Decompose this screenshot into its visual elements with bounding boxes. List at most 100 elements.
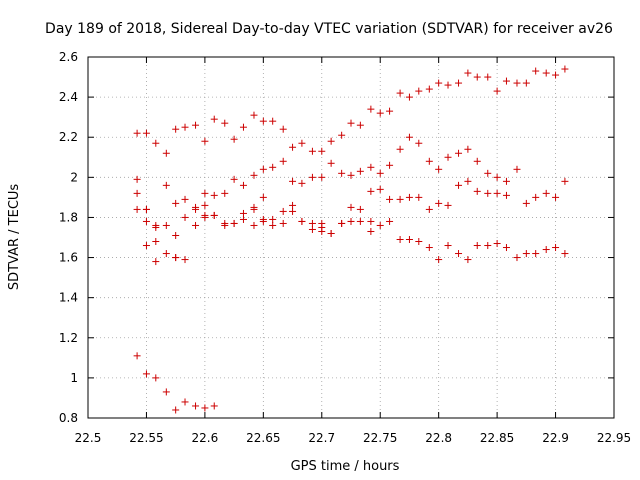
data-point-plus: [405, 93, 413, 101]
x-axis-label: GPS time / hours: [291, 459, 400, 474]
data-point-plus: [376, 169, 384, 177]
data-point-plus: [396, 236, 404, 244]
data-point-plus: [493, 173, 501, 181]
data-point-plus: [201, 404, 209, 412]
data-point-plus: [386, 217, 394, 225]
data-point-plus: [347, 203, 355, 211]
data-point-plus: [356, 205, 364, 213]
data-point-plus: [133, 189, 141, 197]
x-axis-tick-labels: 22.5 22.55 22.6 22.65 22.7 22.75 22.8 22.85 22.9…: [75, 431, 632, 445]
data-point-plus: [386, 161, 394, 169]
data-point-plus: [513, 79, 521, 87]
x-tick-label: 22.6: [192, 431, 219, 445]
y-tick-label: 2.6: [59, 50, 78, 64]
data-points: [133, 65, 569, 414]
data-point-plus: [484, 189, 492, 197]
data-point-plus: [279, 125, 287, 133]
data-point-plus: [239, 215, 247, 223]
data-point-plus: [347, 171, 355, 179]
data-point-plus: [542, 189, 550, 197]
y-tick-label: 2.4: [59, 90, 78, 104]
data-point-plus: [464, 177, 472, 185]
x-tick-label: 22.95: [597, 431, 631, 445]
data-point-plus: [552, 71, 560, 79]
data-point-plus: [522, 250, 530, 258]
data-point-plus: [162, 388, 170, 396]
data-point-plus: [133, 175, 141, 183]
data-point-plus: [484, 169, 492, 177]
data-point-plus: [172, 406, 180, 414]
data-point-plus: [502, 77, 510, 85]
data-point-plus: [455, 250, 463, 258]
data-point-plus: [455, 181, 463, 189]
data-point-plus: [298, 179, 306, 187]
data-point-plus: [259, 117, 267, 125]
data-point-plus: [269, 221, 277, 229]
data-point-plus: [318, 147, 326, 155]
data-point-plus: [172, 231, 180, 239]
y-tick-label: 2.2: [59, 130, 78, 144]
data-point-plus: [356, 217, 364, 225]
y-tick-label: 1.2: [59, 331, 78, 345]
y-axis-tick-labels: 0.8 1 1.2 1.4 1.6 1.8 2 2.2 2.4 2.6: [59, 50, 78, 425]
data-point-plus: [230, 175, 238, 183]
data-point-plus: [532, 67, 540, 75]
data-point-plus: [425, 244, 433, 252]
data-point-plus: [425, 157, 433, 165]
data-point-plus: [376, 185, 384, 193]
data-point-plus: [172, 254, 180, 262]
data-point-plus: [484, 242, 492, 250]
data-point-plus: [561, 177, 569, 185]
data-point-plus: [338, 219, 346, 227]
y-tick-label: 1.4: [59, 291, 78, 305]
data-point-plus: [405, 133, 413, 141]
data-point-plus: [396, 145, 404, 153]
data-point-plus: [152, 374, 160, 382]
data-point-plus: [367, 227, 375, 235]
data-point-plus: [376, 109, 384, 117]
chart-title: Day 189 of 2018, Sidereal Day-to-day VTE…: [45, 21, 613, 37]
x-tick-label: 22.7: [308, 431, 335, 445]
x-tick-label: 22.9: [542, 431, 569, 445]
data-point-plus: [552, 244, 560, 252]
data-point-plus: [356, 121, 364, 129]
data-point-plus: [259, 215, 267, 223]
data-point-plus: [162, 250, 170, 258]
data-point-plus: [201, 189, 209, 197]
data-point-plus: [181, 256, 189, 264]
data-point-plus: [133, 352, 141, 360]
data-point-plus: [542, 69, 550, 77]
data-point-plus: [289, 177, 297, 185]
data-point-plus: [230, 219, 238, 227]
data-point-plus: [133, 129, 141, 137]
data-point-plus: [250, 221, 258, 229]
data-point-plus: [308, 147, 316, 155]
data-point-plus: [298, 139, 306, 147]
data-point-plus: [396, 195, 404, 203]
data-point-plus: [464, 69, 472, 77]
data-point-plus: [221, 221, 229, 229]
plot-frame: [87, 56, 615, 419]
x-tick-label: 22.8: [425, 431, 452, 445]
data-point-plus: [444, 81, 452, 89]
data-point-plus: [142, 242, 150, 250]
data-point-plus: [181, 213, 189, 221]
data-point-plus: [513, 254, 521, 262]
data-point-plus: [444, 201, 452, 209]
data-point-plus: [464, 256, 472, 264]
data-point-plus: [493, 189, 501, 197]
data-point-plus: [201, 137, 209, 145]
data-point-plus: [201, 201, 209, 209]
data-point-plus: [308, 225, 316, 233]
data-point-plus: [318, 173, 326, 181]
x-tick-label: 22.75: [363, 431, 397, 445]
data-point-plus: [386, 107, 394, 115]
data-point-plus: [338, 131, 346, 139]
data-point-plus: [405, 193, 413, 201]
data-point-plus: [259, 193, 267, 201]
data-point-plus: [415, 238, 423, 246]
data-point-plus: [415, 139, 423, 147]
data-point-plus: [162, 181, 170, 189]
data-point-plus: [444, 242, 452, 250]
